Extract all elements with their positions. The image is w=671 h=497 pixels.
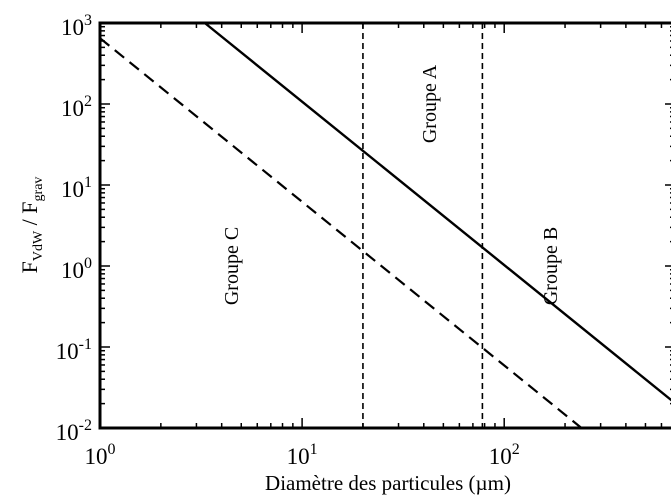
y-tick-label: 100 bbox=[61, 255, 92, 283]
x-axis-label: Diamètre des particules (µm) bbox=[265, 471, 511, 495]
plot-frame bbox=[98, 21, 671, 430]
group-label: Groupe B bbox=[540, 227, 562, 305]
chart-annotations: Groupe C Groupe A Groupe B bbox=[221, 64, 562, 305]
x-tick-labels: 100 101 102 bbox=[85, 441, 520, 469]
y-tick-labels: 10-2 10-1 100 101 102 103 bbox=[56, 12, 92, 445]
y-tick-label: 103 bbox=[61, 12, 92, 40]
y-axis-label: FVdW / Fgrav bbox=[17, 177, 46, 274]
axis-ticks bbox=[99, 22, 671, 429]
y-tick-label: 10-1 bbox=[56, 336, 92, 364]
x-tick-label: 101 bbox=[287, 441, 318, 469]
y-tick-label: 101 bbox=[61, 174, 92, 202]
solid-series-line bbox=[204, 22, 671, 402]
y-tick-label: 102 bbox=[61, 93, 92, 121]
group-label: Groupe A bbox=[419, 64, 441, 143]
chart-marks bbox=[99, 22, 671, 429]
y-tick-label: 10-2 bbox=[56, 417, 92, 445]
dashed-series-line bbox=[99, 37, 582, 429]
x-tick-label: 102 bbox=[489, 441, 520, 469]
x-tick-label: 100 bbox=[85, 441, 116, 469]
group-label: Groupe C bbox=[221, 227, 243, 305]
